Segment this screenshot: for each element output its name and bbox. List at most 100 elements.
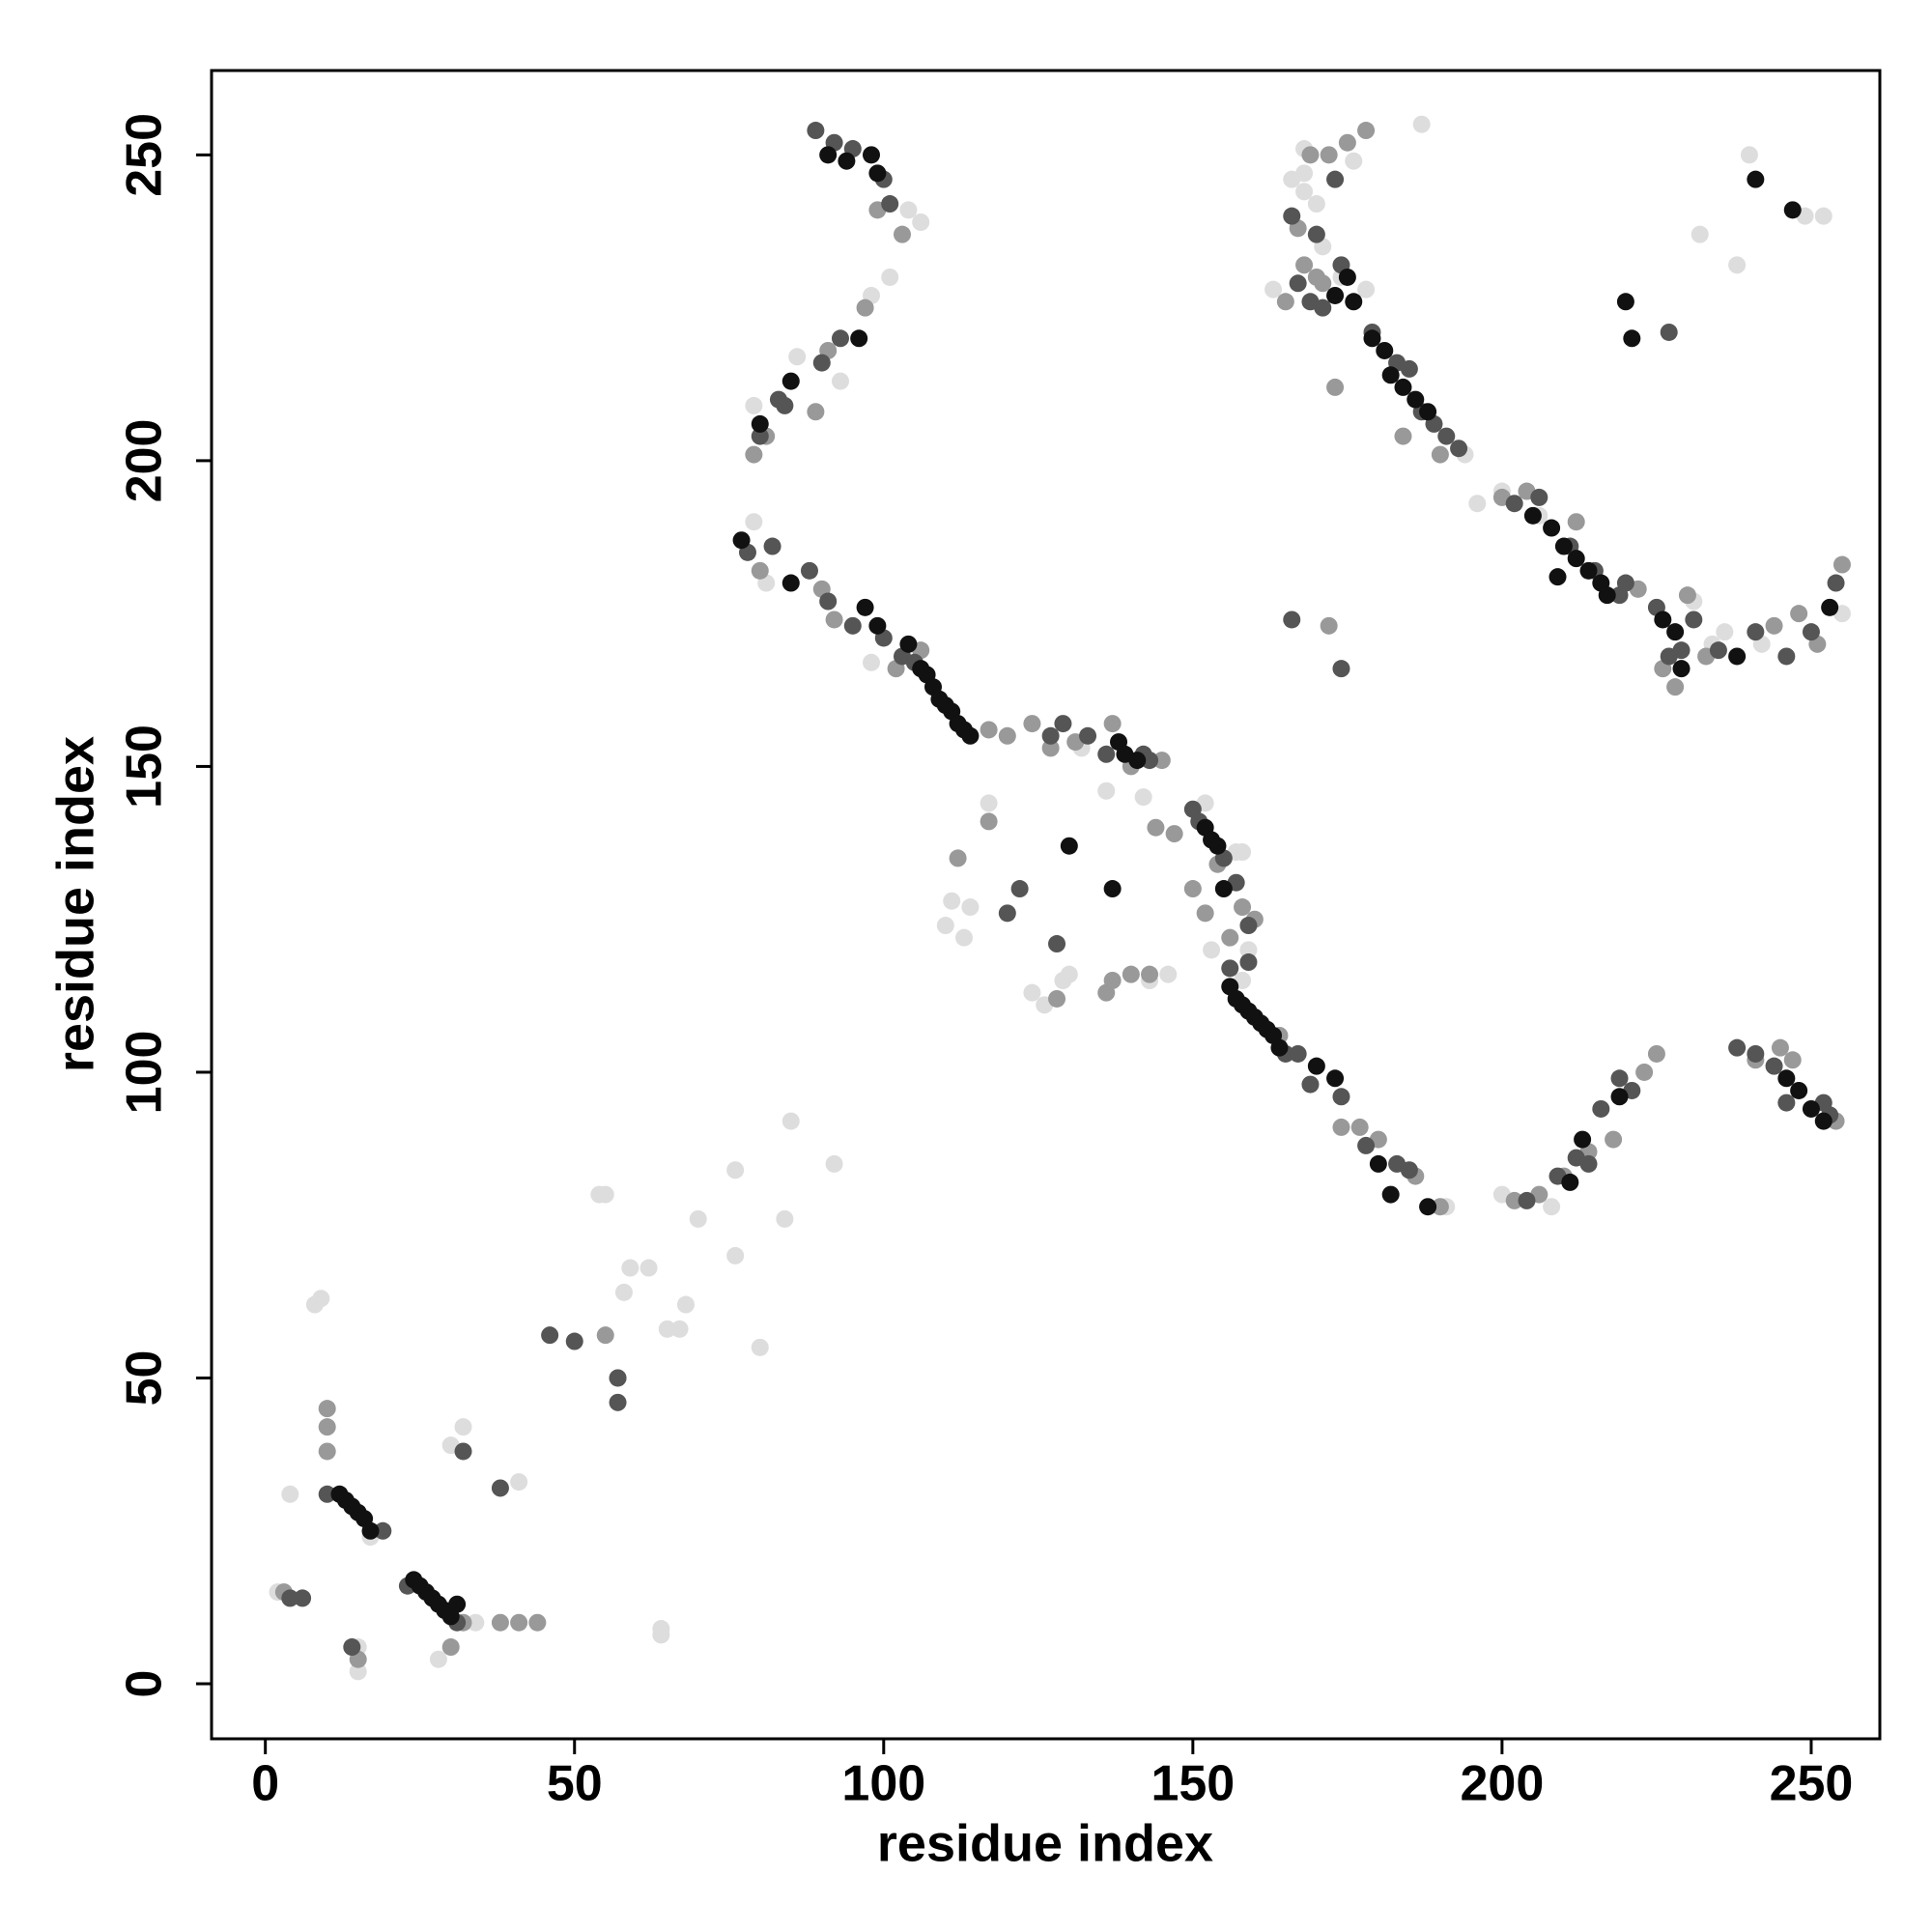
point bbox=[1295, 256, 1314, 274]
point bbox=[856, 598, 874, 616]
point bbox=[374, 1521, 392, 1540]
point bbox=[751, 1338, 769, 1356]
point bbox=[1747, 623, 1765, 641]
point bbox=[1128, 752, 1147, 770]
point bbox=[1728, 647, 1747, 666]
point bbox=[1505, 495, 1523, 513]
point bbox=[949, 849, 967, 867]
point bbox=[1141, 752, 1159, 770]
point bbox=[1567, 513, 1585, 531]
point bbox=[1234, 898, 1252, 917]
point bbox=[1060, 965, 1078, 983]
point bbox=[881, 195, 899, 213]
point bbox=[1023, 715, 1041, 733]
point bbox=[1239, 917, 1258, 935]
point bbox=[281, 1589, 299, 1607]
point bbox=[1301, 293, 1320, 311]
point bbox=[1196, 904, 1214, 923]
point bbox=[1610, 1088, 1629, 1106]
point bbox=[343, 1638, 361, 1657]
point bbox=[788, 348, 807, 366]
point bbox=[732, 531, 751, 550]
point bbox=[1289, 274, 1307, 293]
point bbox=[936, 917, 954, 935]
x-tick-label: 250 bbox=[1770, 1756, 1854, 1812]
point bbox=[1623, 329, 1641, 348]
point bbox=[1165, 825, 1183, 843]
point bbox=[745, 445, 763, 464]
point bbox=[1827, 574, 1845, 592]
point bbox=[1320, 146, 1338, 164]
point bbox=[1152, 752, 1171, 770]
point bbox=[318, 1400, 336, 1418]
point bbox=[658, 1320, 676, 1338]
point bbox=[1183, 880, 1202, 898]
point bbox=[1103, 715, 1122, 733]
point bbox=[1301, 146, 1320, 164]
y-axis-title: residue index bbox=[46, 736, 104, 1072]
point bbox=[1666, 623, 1685, 641]
point bbox=[912, 213, 930, 231]
point bbox=[1728, 256, 1747, 274]
point bbox=[745, 396, 763, 414]
point bbox=[856, 298, 874, 317]
point bbox=[1518, 1191, 1536, 1209]
point bbox=[614, 1283, 633, 1301]
point bbox=[1350, 1118, 1369, 1136]
point bbox=[1777, 1094, 1796, 1112]
point bbox=[1381, 366, 1400, 384]
point bbox=[807, 122, 825, 140]
point bbox=[1567, 550, 1585, 568]
point bbox=[491, 1479, 509, 1497]
point bbox=[1097, 745, 1116, 763]
point bbox=[1048, 989, 1066, 1008]
x-tick-label: 200 bbox=[1461, 1756, 1545, 1812]
point bbox=[1561, 1173, 1579, 1191]
point bbox=[609, 1369, 627, 1387]
point bbox=[1747, 1044, 1765, 1063]
point bbox=[281, 1485, 299, 1503]
point bbox=[1394, 427, 1412, 445]
point bbox=[1326, 286, 1345, 304]
point bbox=[294, 1589, 312, 1607]
point bbox=[609, 1393, 627, 1411]
point bbox=[1054, 715, 1072, 733]
point bbox=[1654, 611, 1672, 629]
point bbox=[1777, 647, 1796, 666]
point bbox=[596, 1326, 614, 1345]
point bbox=[621, 1259, 639, 1277]
point bbox=[454, 1442, 472, 1461]
point bbox=[1307, 1057, 1325, 1075]
point bbox=[726, 1161, 745, 1179]
point bbox=[781, 574, 800, 592]
point bbox=[1264, 280, 1283, 298]
point bbox=[961, 898, 980, 917]
point bbox=[1579, 1154, 1598, 1173]
point bbox=[1431, 1198, 1449, 1216]
point bbox=[467, 1613, 485, 1632]
point bbox=[448, 1595, 467, 1613]
point bbox=[1345, 293, 1363, 311]
point bbox=[1345, 152, 1363, 170]
point bbox=[670, 1320, 689, 1338]
point bbox=[1295, 183, 1314, 201]
point bbox=[1431, 445, 1449, 464]
point bbox=[1326, 1069, 1345, 1088]
point bbox=[831, 329, 849, 348]
point bbox=[1678, 586, 1696, 605]
point bbox=[1239, 941, 1258, 959]
point bbox=[843, 616, 862, 635]
point bbox=[318, 1418, 336, 1436]
point bbox=[1307, 225, 1325, 243]
point bbox=[807, 403, 825, 421]
point bbox=[1283, 611, 1301, 629]
point bbox=[1610, 1069, 1629, 1088]
point bbox=[812, 354, 831, 372]
point bbox=[1833, 555, 1851, 574]
point bbox=[1381, 1185, 1400, 1204]
point bbox=[1369, 1154, 1387, 1173]
point bbox=[1147, 818, 1165, 837]
point bbox=[1740, 146, 1758, 164]
point bbox=[1103, 972, 1122, 989]
